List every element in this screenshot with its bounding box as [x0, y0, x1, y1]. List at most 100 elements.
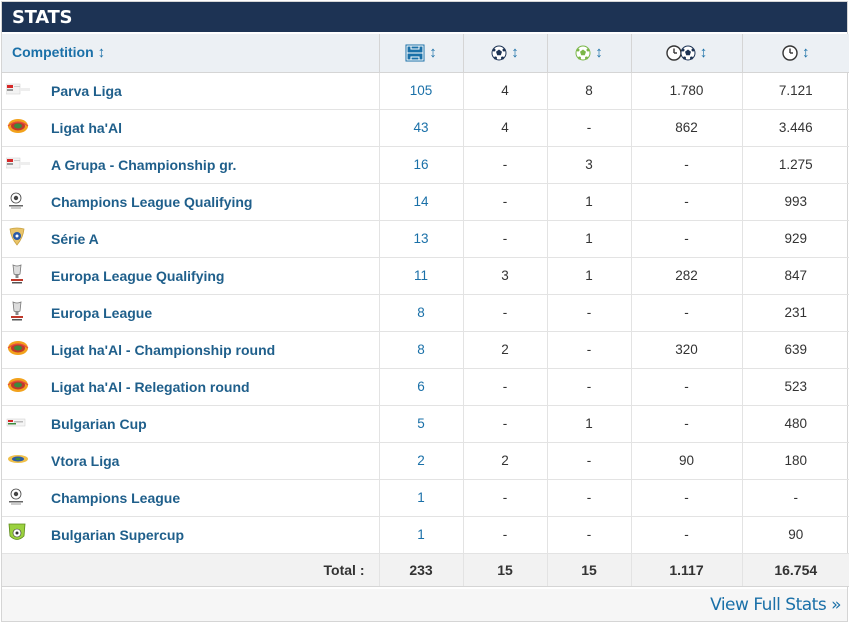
table-row: Ligat ha'Al - Relegation round 6- - -523	[2, 368, 849, 406]
competition-name-link[interactable]: A Grupa - Championship gr.	[42, 146, 379, 184]
stats-header: STATS	[2, 2, 847, 34]
competition-logo-cell	[2, 442, 42, 480]
appearances-cell[interactable]: 11	[378, 257, 463, 295]
table-row: Ligat ha'Al - Championship round 8 2-320 63…	[2, 331, 849, 369]
view-full-stats-link[interactable]: View Full Stats »	[710, 594, 841, 615]
competition-name-link[interactable]: Ligat ha'Al	[42, 109, 379, 147]
competition-name-link[interactable]: Série A	[42, 220, 379, 258]
table-row: Europa League 8- - -231	[2, 294, 849, 332]
minutes-column-header[interactable]: ↕	[741, 34, 849, 73]
competition-name-link[interactable]: Ligat ha'Al - Championship round	[42, 331, 379, 369]
minutes-cell: 1.275	[741, 146, 849, 184]
competition-name-link[interactable]: Europa League Qualifying	[42, 257, 379, 295]
competition-logo-cell	[2, 516, 42, 554]
table-row: Europa League Qualifying 11 3 1 282 847	[2, 257, 849, 295]
appearances-cell[interactable]: 13	[378, 220, 463, 258]
europa-league-logo-icon	[6, 263, 28, 288]
minutes-cell: 3.446	[741, 109, 849, 147]
sort-icon[interactable]: ↕	[511, 44, 519, 62]
totals-row: Total : 233 15 15 1.117 16.754	[2, 553, 849, 587]
minutes-per-goal-cell: -	[630, 183, 742, 221]
appearances-cell[interactable]: 1	[378, 516, 463, 554]
ball-icon	[491, 45, 507, 61]
competition-column-header[interactable]: Competition ↕	[2, 34, 379, 73]
goals-cell: -	[462, 405, 547, 443]
competition-name-link[interactable]: Bulgarian Supercup	[42, 516, 379, 554]
assists-cell: 8	[546, 72, 631, 110]
footer-bar: View Full Stats »	[2, 586, 847, 621]
sort-icon[interactable]: ↕	[595, 44, 603, 62]
minutes-cell: -	[741, 479, 849, 517]
competition-name-link[interactable]: Bulgarian Cup	[42, 405, 379, 443]
competition-logo-cell	[2, 72, 42, 110]
appearances-column-header[interactable]: ↕	[378, 34, 463, 73]
israel-league-logo-icon	[6, 117, 30, 138]
sort-icon[interactable]: ↕	[97, 44, 106, 62]
assists-cell: -	[546, 331, 631, 369]
assists-cell: -	[546, 368, 631, 406]
minutes-per-goal-cell: 862	[630, 109, 742, 147]
appearances-cell[interactable]: 6	[378, 368, 463, 406]
appearances-cell[interactable]: 8	[378, 331, 463, 369]
competition-logo-cell	[2, 183, 42, 221]
totals-label: Total :	[2, 553, 379, 587]
appearances-cell[interactable]: 14	[378, 183, 463, 221]
minutes-per-goal-cell: -	[630, 479, 742, 517]
goals-cell: -	[462, 294, 547, 332]
clock-icon	[782, 45, 798, 62]
table-row: Bulgarian Cup 5-1-480	[2, 405, 849, 443]
israel-league-logo-icon	[6, 376, 30, 397]
europa-league-logo-icon	[6, 300, 28, 325]
competition-name-link[interactable]: Champions League	[42, 479, 379, 517]
appearances-cell[interactable]: 16	[378, 146, 463, 184]
competition-logo-cell	[2, 294, 42, 332]
competition-name-link[interactable]: Champions League Qualifying	[42, 183, 379, 221]
assists-cell: 1	[546, 183, 631, 221]
table-row: Série A 13-1-929	[2, 220, 849, 258]
competition-name-link[interactable]: Europa League	[42, 294, 379, 332]
assists-cell: 1	[546, 220, 631, 258]
goals-cell: 4	[462, 72, 547, 110]
assists-cell: -	[546, 294, 631, 332]
appearances-cell[interactable]: 5	[378, 405, 463, 443]
assists-cell: 3	[546, 146, 631, 184]
assist-ball-icon	[575, 45, 591, 61]
totals-minutes: 16.754	[741, 553, 849, 587]
competition-name-link[interactable]: Vtora Liga	[42, 442, 379, 480]
minutes-cell: 231	[741, 294, 849, 332]
appearances-cell[interactable]: 2	[378, 442, 463, 480]
competition-logo-cell	[2, 109, 42, 147]
table-header-row: Competition ↕ ↕	[2, 34, 849, 73]
assists-cell: -	[546, 109, 631, 147]
sort-icon[interactable]: ↕	[429, 43, 437, 61]
minutes-per-goal-cell: -	[630, 220, 742, 258]
table-row: Bulgarian Supercup 1- - -90	[2, 516, 849, 554]
appearances-cell[interactable]: 1	[378, 479, 463, 517]
minutes-cell: 639	[741, 331, 849, 369]
minutes-per-goal-column-header[interactable]: ↕	[630, 34, 742, 73]
assists-cell: 1	[546, 405, 631, 443]
bulgaria-flag-logo-icon	[5, 82, 30, 99]
champions-league-logo-icon	[6, 486, 30, 509]
goals-cell: 4	[462, 109, 547, 147]
minutes-cell: 480	[741, 405, 849, 443]
minutes-cell: 7.121	[741, 72, 849, 110]
appearances-cell[interactable]: 8	[378, 294, 463, 332]
minutes-per-goal-cell: 320	[630, 331, 742, 369]
minutes-per-goal-cell: 282	[630, 257, 742, 295]
competition-name-link[interactable]: Ligat ha'Al - Relegation round	[42, 368, 379, 406]
minutes-per-goal-cell: 90	[630, 442, 742, 480]
assists-column-header[interactable]: ↕	[546, 34, 631, 73]
appearances-cell[interactable]: 43	[378, 109, 463, 147]
competition-logo-cell	[2, 405, 42, 443]
competition-name-link[interactable]: Parva Liga	[42, 72, 379, 110]
sort-icon[interactable]: ↕	[699, 44, 708, 62]
assists-cell: -	[546, 516, 631, 554]
appearances-cell[interactable]: 105	[378, 72, 463, 110]
minutes-per-goal-cell: -	[630, 368, 742, 406]
goals-cell: -	[462, 516, 547, 554]
sort-icon[interactable]: ↕	[802, 44, 810, 62]
goals-column-header[interactable]: ↕	[462, 34, 547, 73]
competition-logo-cell	[2, 331, 42, 369]
goals-cell: 2	[462, 442, 547, 480]
